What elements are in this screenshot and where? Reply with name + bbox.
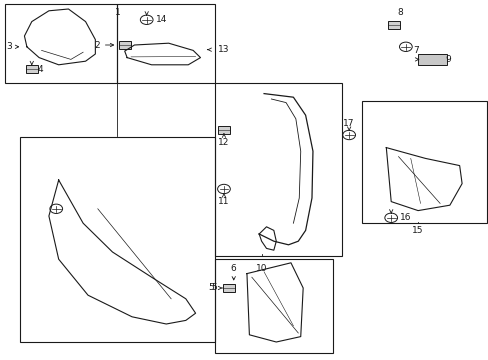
Text: 15: 15 [411,226,423,235]
Text: 11: 11 [218,197,229,206]
Text: 13: 13 [217,45,229,54]
Bar [218,126,230,134]
Bar [5,4,117,83]
Text: 7: 7 [412,46,418,55]
Bar [417,54,447,65]
Bar [223,284,235,292]
Text: 3: 3 [6,42,12,51]
Bar [117,4,215,83]
Text: 5: 5 [207,284,213,292]
Text: 16: 16 [399,213,411,222]
Text: 12: 12 [218,138,229,147]
Bar [361,101,486,223]
Text: 6: 6 [230,264,236,273]
Bar [387,21,399,29]
Text: 4: 4 [37,65,43,74]
Bar [26,65,38,73]
Text: 1: 1 [114,8,120,17]
Text: 10: 10 [255,264,267,273]
Bar [20,137,215,342]
Text: 9: 9 [444,55,450,64]
Text: 5: 5 [210,284,216,292]
Text: 17: 17 [343,119,354,128]
Bar [215,83,342,256]
Text: 2: 2 [94,40,100,49]
Text: 14: 14 [155,15,166,24]
Bar [215,259,332,353]
Bar [118,41,131,49]
Text: 8: 8 [396,8,402,17]
